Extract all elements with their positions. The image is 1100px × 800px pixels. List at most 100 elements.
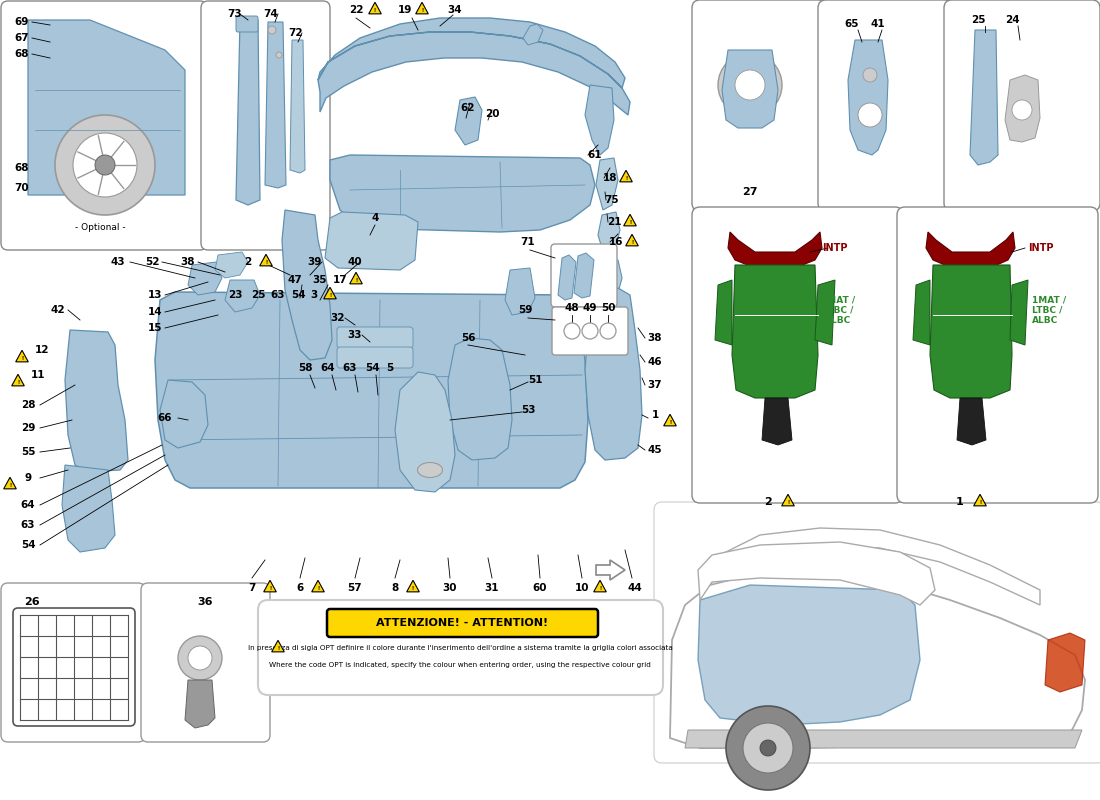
Text: 46: 46 xyxy=(648,357,662,367)
Text: 62: 62 xyxy=(461,103,475,113)
Text: 53: 53 xyxy=(520,405,536,415)
Text: 4: 4 xyxy=(372,213,378,223)
Polygon shape xyxy=(282,210,332,360)
Polygon shape xyxy=(619,170,632,182)
Text: 34: 34 xyxy=(448,5,462,15)
FancyBboxPatch shape xyxy=(654,502,1100,763)
Polygon shape xyxy=(913,280,930,345)
Polygon shape xyxy=(815,280,835,345)
Text: 64: 64 xyxy=(321,363,336,373)
FancyBboxPatch shape xyxy=(337,347,412,368)
Polygon shape xyxy=(318,18,630,115)
Polygon shape xyxy=(3,478,16,489)
FancyBboxPatch shape xyxy=(944,0,1100,211)
Circle shape xyxy=(55,115,155,215)
Circle shape xyxy=(95,155,116,175)
Text: 59: 59 xyxy=(518,305,532,315)
Text: 24: 24 xyxy=(1004,15,1020,25)
Circle shape xyxy=(178,636,222,680)
Text: 20: 20 xyxy=(485,109,499,119)
Text: !: ! xyxy=(9,483,11,488)
Polygon shape xyxy=(28,20,185,195)
FancyBboxPatch shape xyxy=(201,1,330,250)
Polygon shape xyxy=(626,234,638,246)
Polygon shape xyxy=(395,372,455,492)
Text: 5: 5 xyxy=(386,363,394,373)
Text: 64: 64 xyxy=(21,500,35,510)
Text: 48: 48 xyxy=(564,303,580,313)
Text: !: ! xyxy=(277,646,279,651)
Polygon shape xyxy=(330,155,595,232)
Circle shape xyxy=(742,723,793,773)
FancyBboxPatch shape xyxy=(258,600,663,695)
Polygon shape xyxy=(407,580,419,592)
Circle shape xyxy=(582,323,598,339)
FancyBboxPatch shape xyxy=(1,583,145,742)
Polygon shape xyxy=(957,398,986,445)
Polygon shape xyxy=(558,255,576,300)
Circle shape xyxy=(564,323,580,339)
Circle shape xyxy=(276,52,282,58)
Polygon shape xyxy=(1005,75,1040,142)
Text: !: ! xyxy=(411,586,414,591)
Text: 60: 60 xyxy=(532,583,548,593)
Text: 54: 54 xyxy=(365,363,380,373)
Text: 32: 32 xyxy=(331,313,345,323)
Text: !: ! xyxy=(21,356,23,362)
Polygon shape xyxy=(574,253,594,298)
Polygon shape xyxy=(505,268,535,315)
Text: 13: 13 xyxy=(147,290,163,300)
Text: 25: 25 xyxy=(970,15,986,25)
Polygon shape xyxy=(226,280,260,312)
Circle shape xyxy=(718,53,782,117)
Polygon shape xyxy=(65,330,128,472)
Circle shape xyxy=(726,706,810,790)
Text: 57: 57 xyxy=(348,583,362,593)
Polygon shape xyxy=(710,528,1040,605)
Polygon shape xyxy=(722,50,778,128)
Circle shape xyxy=(188,646,212,670)
Text: 31: 31 xyxy=(485,583,499,593)
Text: 47: 47 xyxy=(287,275,303,285)
Text: 43: 43 xyxy=(111,257,125,267)
Text: 35: 35 xyxy=(312,275,328,285)
Text: !: ! xyxy=(669,420,671,426)
Text: !: ! xyxy=(355,278,358,283)
Polygon shape xyxy=(596,560,625,580)
Text: 45: 45 xyxy=(648,445,662,455)
Polygon shape xyxy=(698,542,935,605)
Text: 27: 27 xyxy=(742,187,758,197)
Text: !: ! xyxy=(265,260,267,266)
Polygon shape xyxy=(848,40,888,155)
Text: 56: 56 xyxy=(461,333,475,343)
Circle shape xyxy=(73,133,138,197)
Text: 3: 3 xyxy=(310,290,318,300)
Polygon shape xyxy=(12,374,24,386)
Text: 50: 50 xyxy=(601,303,615,313)
Circle shape xyxy=(600,323,616,339)
Text: 14: 14 xyxy=(147,307,163,317)
Polygon shape xyxy=(698,585,920,725)
Polygon shape xyxy=(214,252,248,278)
Polygon shape xyxy=(598,212,620,258)
Polygon shape xyxy=(236,20,260,205)
Polygon shape xyxy=(522,24,543,45)
Text: ATTENZIONE! - ATTENTION!: ATTENZIONE! - ATTENTION! xyxy=(376,618,548,628)
Text: 65: 65 xyxy=(845,19,859,29)
Text: 44: 44 xyxy=(628,583,642,593)
Polygon shape xyxy=(1045,633,1085,692)
Text: Where the code OPT is indicated, specify the colour when entering order, using t: Where the code OPT is indicated, specify… xyxy=(270,662,651,668)
Text: 39: 39 xyxy=(308,257,322,267)
Text: 2: 2 xyxy=(764,497,772,507)
Text: 19: 19 xyxy=(398,5,412,15)
Circle shape xyxy=(864,68,877,82)
Circle shape xyxy=(760,740,775,756)
Text: 63: 63 xyxy=(343,363,358,373)
Text: 2: 2 xyxy=(244,257,252,267)
Polygon shape xyxy=(685,730,1082,748)
Text: 16: 16 xyxy=(608,237,624,247)
Polygon shape xyxy=(732,265,818,398)
Text: 54: 54 xyxy=(21,540,35,550)
Text: !: ! xyxy=(317,586,319,591)
Text: 75: 75 xyxy=(605,195,619,205)
